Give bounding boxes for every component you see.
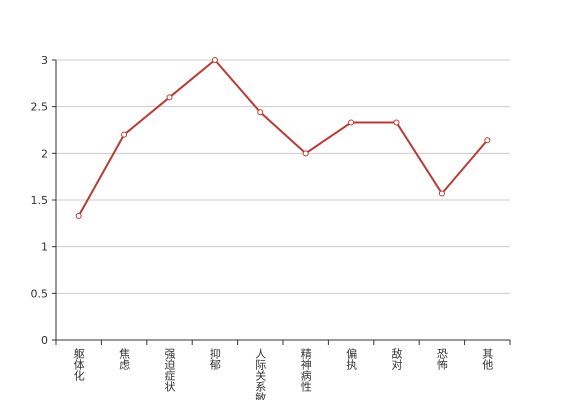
y-tick-label: 1.5: [31, 194, 49, 207]
y-tick-label: 2.5: [31, 101, 49, 114]
x-tick-label: 精神病性: [299, 348, 312, 393]
x-tick-label: 恐怖: [435, 348, 448, 370]
x-tick-label: 焦虑: [118, 348, 131, 370]
point: [121, 131, 128, 138]
x-tick-label: 抑郁: [208, 347, 221, 370]
x-tick-label: 人际关系敏感: [254, 348, 267, 400]
y-tick-label: 1: [41, 241, 48, 254]
point: [393, 119, 400, 126]
x-tick-label: 强迫症状: [163, 348, 176, 392]
y-tick-label: 3: [41, 54, 48, 67]
y-tick-label: 0.5: [31, 287, 49, 300]
point: [302, 150, 309, 157]
x-tick-label: 躯体化: [72, 348, 85, 382]
point: [438, 190, 445, 197]
y-tick-label: 0: [41, 334, 48, 347]
y-tick-label: 2: [41, 147, 48, 160]
point: [257, 109, 264, 116]
point: [484, 137, 491, 144]
line: [77, 58, 489, 217]
x-tick-label: 敌对: [390, 347, 403, 370]
x-tick-label: 其他: [481, 348, 494, 370]
point: [348, 119, 355, 126]
point: [75, 212, 82, 219]
x-tick-label: 偏执: [345, 347, 358, 371]
point: [211, 57, 218, 63]
point: [166, 94, 173, 101]
